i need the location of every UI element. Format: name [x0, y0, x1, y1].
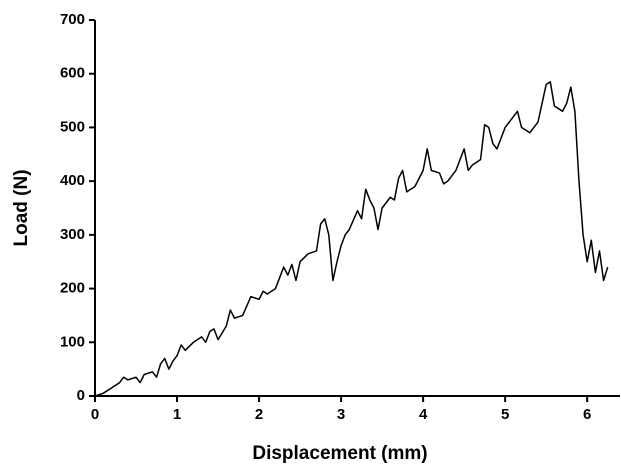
x-tick-label: 6 [583, 406, 591, 423]
y-tick-label: 200 [60, 280, 85, 297]
y-tick-label: 100 [60, 333, 85, 350]
y-tick-label: 700 [60, 11, 85, 28]
y-tick-label: 0 [77, 387, 85, 404]
y-tick-label: 300 [60, 226, 85, 243]
y-axis-label: Load (N) [11, 169, 32, 246]
y-tick-label: 600 [60, 65, 85, 82]
x-tick-label: 3 [337, 406, 345, 423]
data-line [94, 81, 609, 397]
x-axis-label: Displacement (mm) [252, 443, 427, 464]
x-tick-label: 0 [91, 406, 99, 423]
x-tick-label: 2 [255, 406, 263, 423]
x-tick-label: 4 [419, 406, 428, 423]
x-tick-label: 1 [173, 406, 181, 423]
y-tick-label: 500 [60, 118, 85, 135]
y-tick-label: 400 [60, 172, 85, 189]
x-tick-label: 5 [501, 406, 509, 423]
